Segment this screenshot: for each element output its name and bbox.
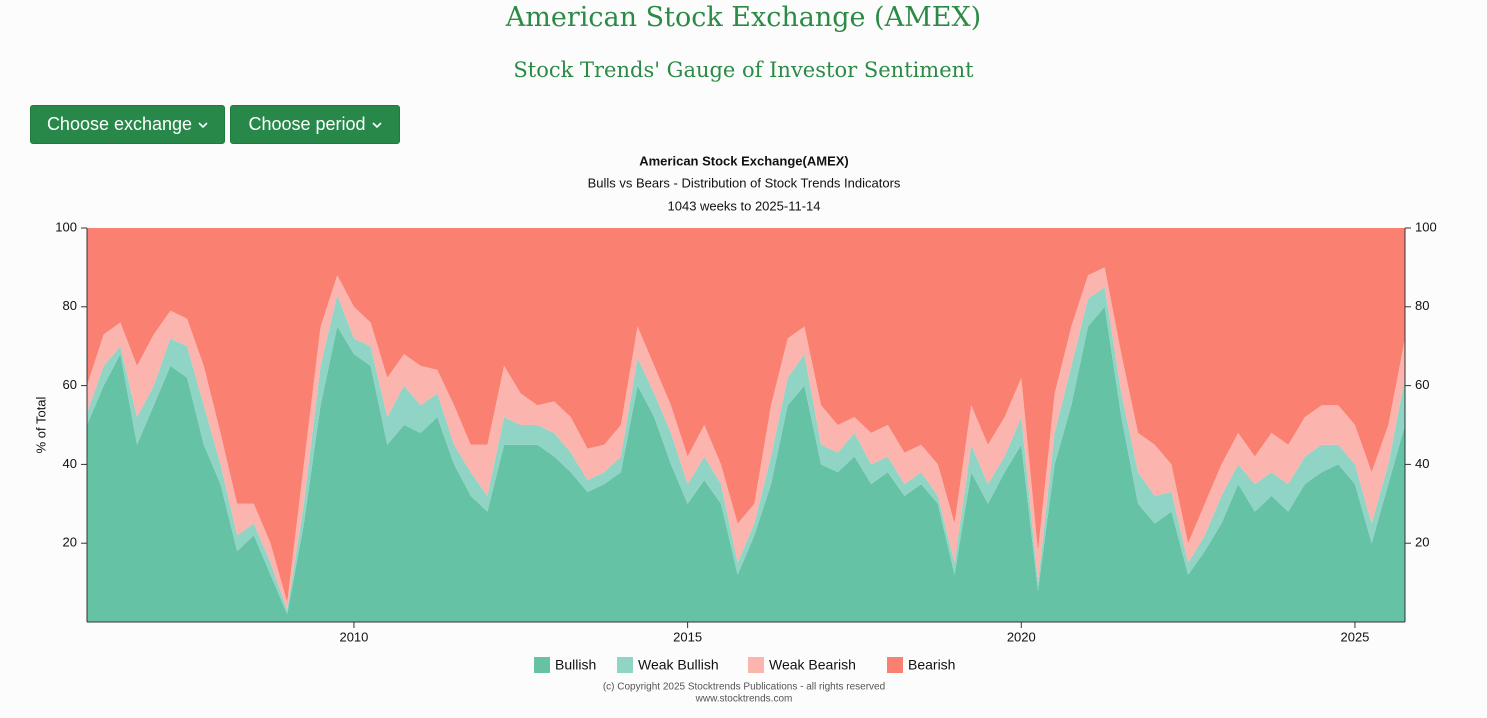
legend-swatch [534,657,550,673]
button-label: Choose period [248,114,366,134]
x-tick-label: 2020 [1007,629,1036,644]
x-tick-label: 2025 [1340,629,1369,644]
area [87,306,1405,622]
button-label: Choose exchange [46,114,193,134]
page-subtitle: Stock Trends' Gauge of Investor Sentimen… [513,58,974,82]
legend-label: Weak Bullish [638,657,719,673]
y2-tick-label: 40 [1415,456,1429,471]
y-tick-label: 100 [55,219,77,234]
legend-swatch [617,657,633,673]
chart-subtitle: 1043 weeks to 2025-11-14 [668,198,821,213]
area [87,287,1405,615]
y-tick-label: 40 [63,456,77,471]
period-dropdown[interactable]: Choose period [230,105,400,144]
y2-tick-label: 20 [1415,535,1429,550]
y-axis-label: % of Total [33,396,48,453]
chevron-icon [198,121,208,128]
legend-label: Bearish [908,657,955,673]
y-tick-label: 80 [63,298,77,313]
x-tick-label: 2015 [673,629,702,644]
y-tick-label: 20 [63,535,77,550]
page-title: American Stock Exchange (AMEX) [505,2,982,33]
legend-label: Weak Bearish [769,657,856,673]
y2-tick-label: 60 [1415,377,1429,392]
copyright: (c) Copyright 2025 Stocktrends Publicati… [603,682,885,693]
x-tick-label: 2010 [339,629,368,644]
website: www.stocktrends.com [695,694,793,705]
chart-subtitle: Bulls vs Bears - Distribution of Stock T… [588,175,901,190]
area [87,267,1405,611]
y2-tick-label: 100 [1415,219,1437,234]
y-tick-label: 60 [63,377,77,392]
legend-swatch [748,657,764,673]
plot-area [87,228,1405,622]
area [87,228,1405,603]
exchange-dropdown[interactable]: Choose exchange [30,105,225,144]
legend-label: Bullish [555,657,596,673]
y2-tick-label: 80 [1415,298,1429,313]
chevron-icon [371,121,382,128]
chart-title: American Stock Exchange(AMEX) [639,153,849,168]
legend-swatch [887,657,903,673]
